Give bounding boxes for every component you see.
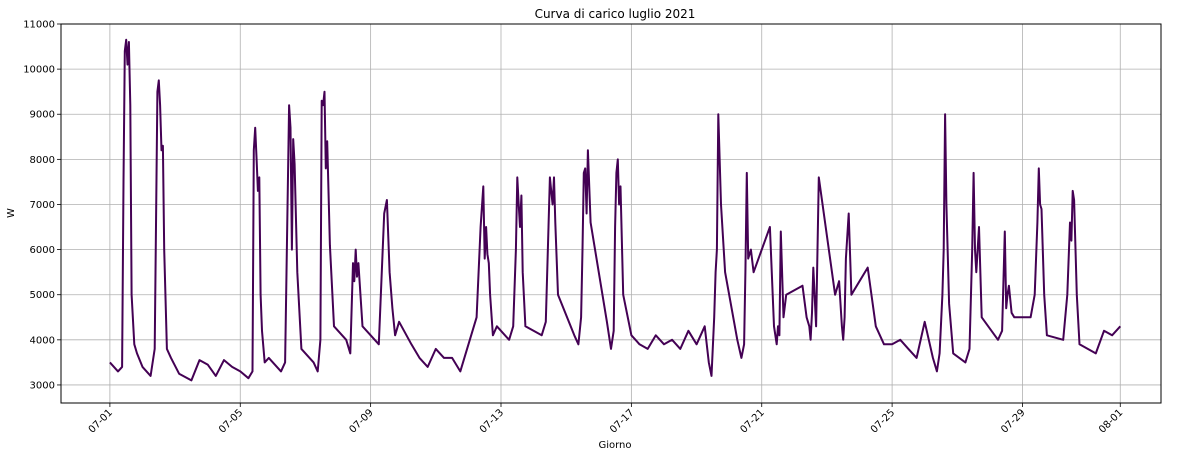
chart-title: Curva di carico luglio 2021 [535,7,696,21]
plot-area-frame [60,23,1162,404]
y-tick-label: 7000 [30,200,55,211]
y-tick-label: 11000 [23,20,55,31]
y-axis-label: W [6,208,17,218]
x-axis-label: Giorno [598,440,631,451]
y-tick-label: 3000 [30,380,55,391]
y-tick-label: 9000 [30,110,55,121]
y-axis-ticks: 3000 4000 5000 6000 7000 8000 9000 10000 11000 [23,20,61,391]
load-curve-line [109,38,1122,382]
y-tick-label: 6000 [30,245,55,256]
y-tick-label: 10000 [23,65,55,76]
y-tick-label: 4000 [30,335,55,346]
y-tick-label: 5000 [30,290,55,301]
y-tick-label: 8000 [30,155,55,166]
